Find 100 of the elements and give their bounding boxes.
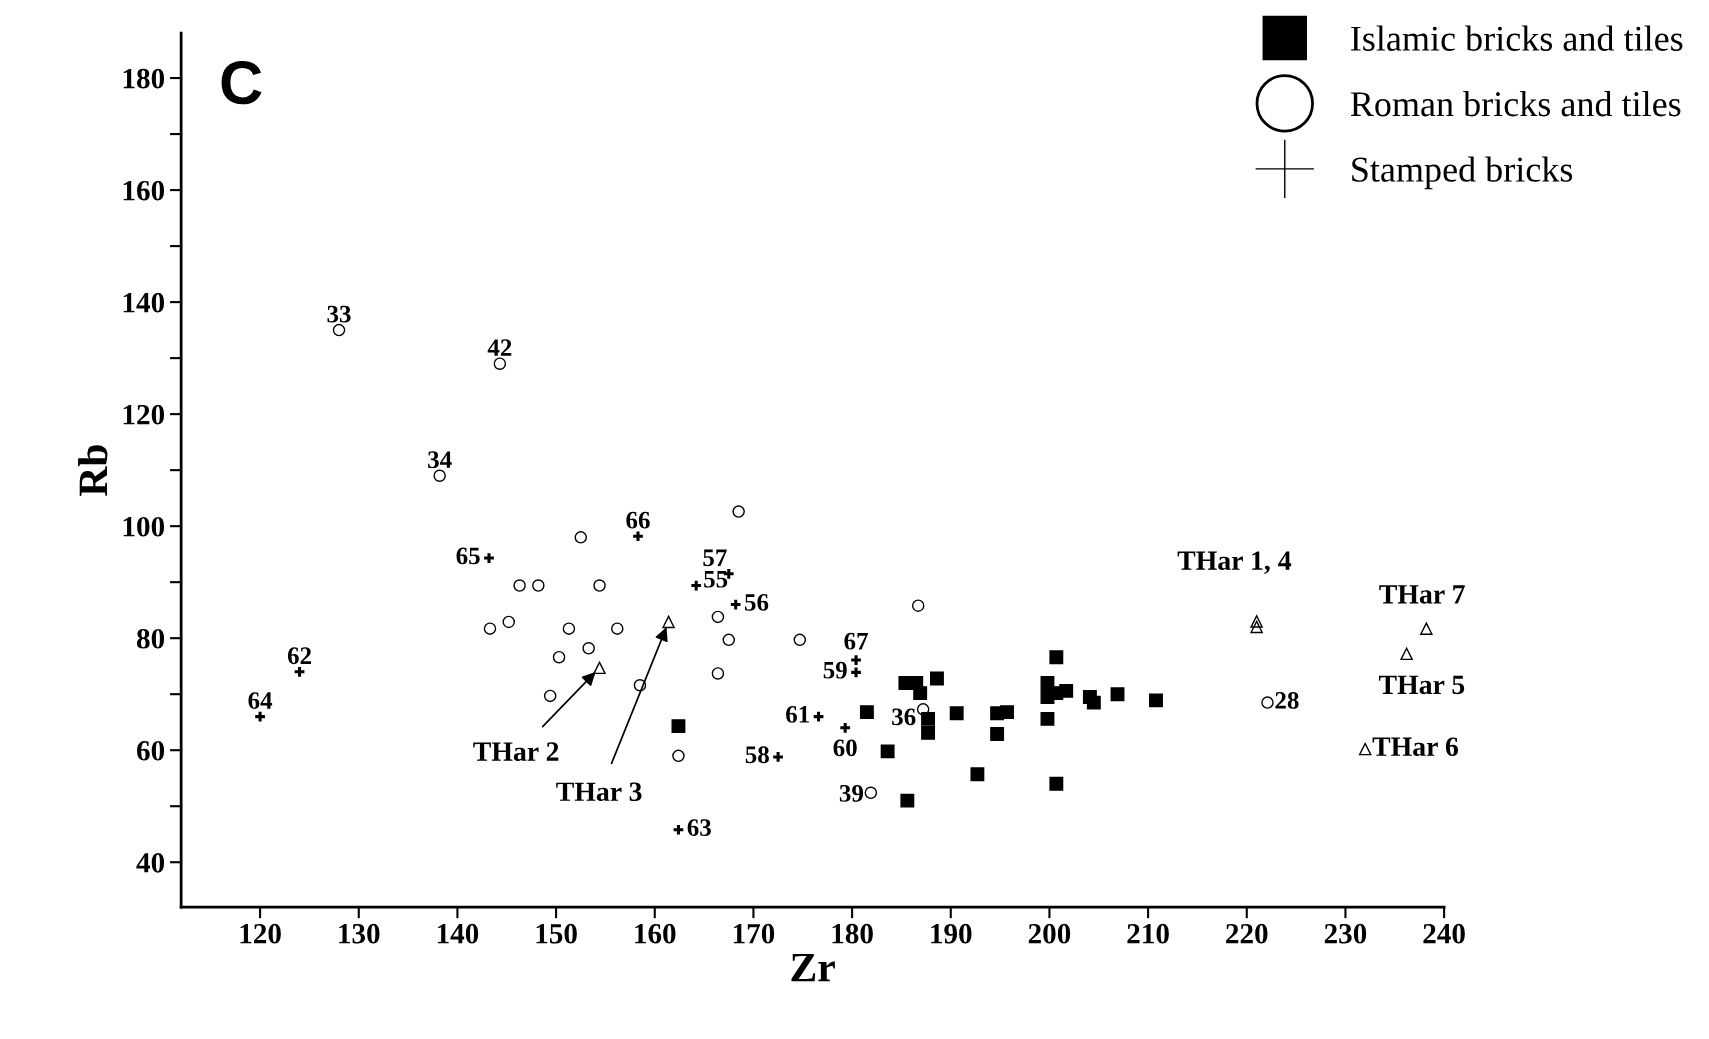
point: [990, 727, 1005, 741]
y-tick-label: 120: [123, 404, 165, 425]
point: [849, 653, 863, 667]
annotation: THar 2: [473, 742, 559, 761]
annotation: 59: [823, 661, 847, 679]
point: [1149, 693, 1163, 708]
point: [1250, 620, 1263, 634]
point: [253, 710, 267, 723]
y-tick-label: 60: [137, 740, 165, 761]
point: [1049, 650, 1064, 665]
annotation: 55: [704, 571, 728, 588]
point: [633, 678, 647, 692]
point: [532, 579, 545, 592]
point: [582, 642, 595, 655]
point: [293, 665, 306, 679]
point: [880, 744, 895, 759]
y-tick-label: 160: [123, 180, 165, 201]
x-tick-label: 220: [1226, 923, 1268, 944]
annotation: THar 7: [1379, 585, 1465, 604]
annotation: 34: [428, 451, 452, 469]
point: [921, 711, 936, 726]
y-axis-title: Rb: [78, 445, 108, 497]
point: [732, 505, 745, 518]
annotation: 42: [487, 339, 512, 356]
point: [1400, 647, 1413, 661]
point: [611, 622, 624, 635]
annotation: 63: [687, 819, 711, 837]
x-tick-label: 160: [635, 923, 676, 944]
annotation: 60: [833, 739, 857, 757]
annotation: 61: [786, 706, 809, 723]
annotation: THar 1, 4: [1177, 551, 1292, 575]
point: [900, 793, 915, 808]
point: [552, 650, 566, 664]
annotation: THar 3: [556, 782, 642, 802]
chart-title: C: [221, 61, 262, 105]
point: [543, 689, 557, 703]
point: [574, 531, 588, 544]
point: [1059, 683, 1074, 698]
legend-label: Islamic bricks and tiles: [1351, 25, 1683, 51]
point: [711, 667, 725, 680]
point: [921, 725, 936, 740]
point: [849, 665, 863, 679]
point: [332, 323, 346, 337]
point: [562, 622, 576, 635]
point: [1358, 742, 1372, 756]
point: [1261, 696, 1274, 709]
x-tick-label: 180: [832, 923, 873, 944]
point: [1250, 615, 1263, 628]
point: [433, 469, 446, 482]
point: [864, 786, 878, 800]
annotation: THar 6: [1372, 737, 1458, 757]
annotation: 62: [287, 647, 311, 665]
point: [911, 599, 925, 612]
x-axis-title: Zr: [791, 953, 835, 982]
annotation: 33: [327, 305, 351, 323]
point: [1049, 776, 1064, 791]
point: [970, 767, 985, 782]
annotation: 64: [248, 692, 273, 709]
annotation: 67: [844, 632, 868, 650]
point: [930, 671, 944, 686]
point: [812, 710, 825, 723]
x-tick-label: 210: [1127, 923, 1169, 944]
point: [1420, 622, 1433, 635]
y-tick-label: 100: [123, 516, 165, 537]
annotation: 58: [745, 746, 769, 764]
point: [711, 610, 725, 624]
annotation: THar 5: [1378, 675, 1465, 695]
y-tick-label: 140: [123, 292, 165, 313]
y-tick-label: 40: [136, 852, 165, 873]
annotation: 65: [456, 547, 480, 565]
point: [689, 579, 703, 592]
point: [949, 706, 964, 721]
point: [913, 686, 928, 701]
point: [502, 615, 515, 629]
annotation: 57: [703, 549, 727, 567]
point: [1086, 695, 1101, 710]
point: [631, 529, 645, 543]
point: [771, 750, 785, 764]
x-tick-label: 130: [339, 923, 380, 944]
x-tick-label: 190: [931, 923, 972, 944]
x-tick-label: 140: [437, 923, 479, 944]
point: [838, 721, 852, 735]
annotation: 39: [839, 785, 863, 802]
legend-label: Stamped bricks: [1352, 156, 1573, 190]
x-tick-label: 230: [1324, 923, 1367, 944]
point: [513, 579, 526, 592]
point: [1110, 687, 1125, 702]
point: [672, 823, 685, 837]
x-tick-label: 240: [1423, 923, 1465, 944]
x-tick-label: 150: [536, 923, 577, 944]
annotation: 28: [1275, 691, 1299, 709]
point: [482, 551, 496, 565]
point: [662, 615, 675, 629]
y-tick-label: 180: [123, 68, 165, 89]
x-tick-label: 120: [240, 923, 281, 944]
point: [493, 357, 507, 370]
point: [916, 703, 930, 716]
point: [593, 579, 606, 592]
point: [1000, 705, 1014, 720]
annotation: 56: [745, 594, 769, 611]
